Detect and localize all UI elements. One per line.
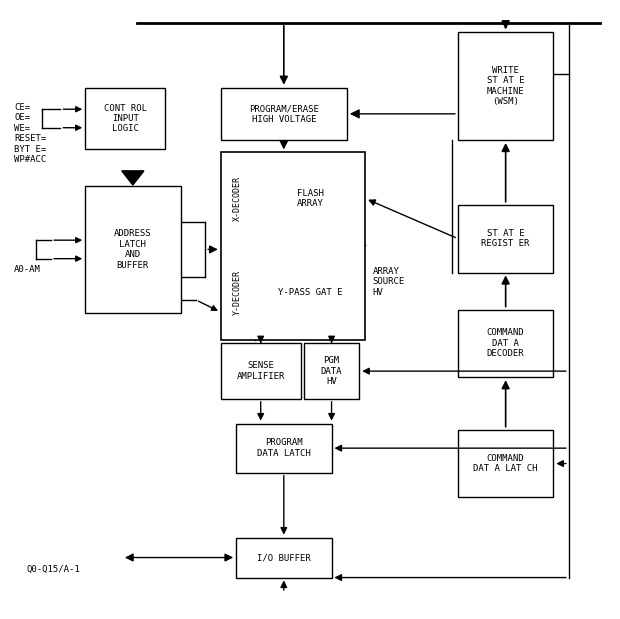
FancyBboxPatch shape (221, 344, 301, 399)
Text: A0-AM: A0-AM (14, 265, 41, 274)
FancyBboxPatch shape (458, 32, 554, 140)
Text: FLASH
ARRAY: FLASH ARRAY (296, 189, 324, 208)
Text: I/O BUFFER: I/O BUFFER (257, 553, 311, 562)
Text: PROGRAM/ERASE
HIGH VOLTAGE: PROGRAM/ERASE HIGH VOLTAGE (249, 104, 319, 124)
Text: Y-PASS GAT E: Y-PASS GAT E (278, 288, 342, 297)
FancyBboxPatch shape (458, 205, 554, 272)
Text: ST AT E
REGIST ER: ST AT E REGIST ER (482, 229, 530, 248)
FancyBboxPatch shape (304, 344, 360, 399)
FancyBboxPatch shape (85, 186, 180, 313)
FancyBboxPatch shape (85, 88, 165, 149)
Text: WRITE
ST AT E
MACHINE
(WSM): WRITE ST AT E MACHINE (WSM) (487, 66, 525, 106)
Text: COMMAND
DAT A
DECODER: COMMAND DAT A DECODER (487, 329, 525, 358)
Text: ADDRESS
LATCH
AND
BUFFER: ADDRESS LATCH AND BUFFER (114, 229, 152, 269)
Text: PGM
DATA
HV: PGM DATA HV (321, 356, 342, 386)
Text: ARRAY
SOURCE
HV: ARRAY SOURCE HV (373, 267, 405, 297)
Text: X-DECODER: X-DECODER (233, 176, 242, 221)
FancyBboxPatch shape (458, 430, 554, 498)
Text: CONT ROL
INPUT
LOGIC: CONT ROL INPUT LOGIC (104, 103, 147, 133)
Polygon shape (122, 171, 144, 185)
Text: COMMAND
DAT A LAT CH: COMMAND DAT A LAT CH (474, 454, 538, 474)
Text: Q0-Q15/A-1: Q0-Q15/A-1 (27, 565, 80, 574)
Text: PROGRAM
DATA LATCH: PROGRAM DATA LATCH (257, 438, 311, 458)
FancyBboxPatch shape (458, 310, 554, 378)
FancyBboxPatch shape (221, 152, 365, 340)
Text: SENSE
AMPLIFIER: SENSE AMPLIFIER (236, 361, 285, 381)
Text: Y-DECODER: Y-DECODER (233, 270, 242, 315)
FancyBboxPatch shape (221, 88, 347, 140)
Text: CE=
OE=
WE=
RESET=
BYT E=
WP#ACC: CE= OE= WE= RESET= BYT E= WP#ACC (14, 103, 46, 164)
FancyBboxPatch shape (236, 537, 332, 578)
FancyBboxPatch shape (236, 423, 332, 473)
